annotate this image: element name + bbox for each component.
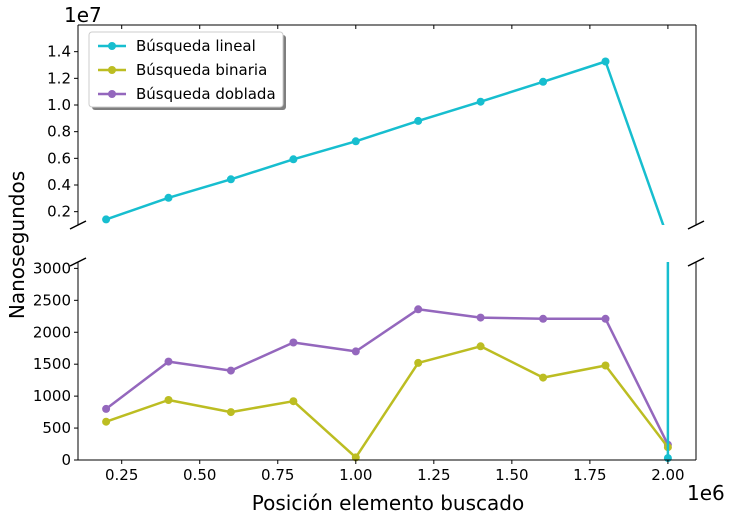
busqueda-doblada-point	[539, 234, 547, 242]
x-tick-label: 1.25	[417, 466, 450, 484]
busqueda-binaria-point	[165, 234, 173, 242]
axis-break-mark	[687, 220, 705, 230]
busqueda-binaria-point	[601, 361, 610, 370]
busqueda-doblada-point	[476, 313, 485, 322]
busqueda-binaria-point	[414, 358, 423, 367]
busqueda-doblada-point	[102, 234, 110, 242]
y-axis-label: Nanosegundos	[5, 171, 29, 319]
busqueda-binaria-point	[352, 234, 360, 242]
busqueda-binaria-point	[102, 234, 110, 242]
series-layer	[102, 57, 672, 463]
busqueda-doblada-point	[226, 366, 235, 375]
busqueda-binaria-point	[664, 234, 672, 242]
busqueda-doblada-point	[664, 234, 672, 242]
busqueda-lineal-point	[164, 193, 173, 202]
top-y-tick-label: 1.4	[47, 43, 71, 61]
axis-break-mark	[687, 257, 705, 267]
bottom-y-tick-label: 2500	[33, 291, 71, 309]
bottom-y-tick-label: 500	[42, 419, 71, 437]
busqueda-binaria-point	[414, 234, 422, 242]
x-tick-label: 2.00	[651, 466, 684, 484]
legend-marker-busqueda-lineal	[108, 42, 116, 50]
legend-marker-busqueda-binaria	[108, 66, 116, 74]
busqueda-lineal-point	[476, 97, 485, 106]
busqueda-doblada-point	[227, 234, 235, 242]
busqueda-doblada-point	[351, 347, 360, 356]
busqueda-doblada-point	[102, 404, 111, 413]
bottom-series-group	[102, 262, 672, 463]
x-tick-label: 0.50	[183, 466, 216, 484]
busqueda-doblada-point	[289, 234, 297, 242]
busqueda-doblada-point	[352, 234, 360, 242]
legend-label-busqueda-binaria: Búsqueda binaria	[136, 61, 267, 79]
busqueda-doblada-point	[414, 234, 422, 242]
bottom-y-tick-label: 2000	[33, 323, 71, 341]
axis-break-mark	[69, 220, 87, 230]
busqueda-binaria-point	[226, 408, 235, 417]
x-tick-label: 1.50	[495, 466, 528, 484]
busqueda-binaria-point	[289, 234, 297, 242]
axis-break-mark	[69, 257, 87, 267]
busqueda-doblada-point	[602, 234, 610, 242]
busqueda-doblada-point	[601, 314, 610, 323]
top-y-tick-label: 1.0	[47, 96, 71, 114]
busqueda-binaria-point	[102, 417, 111, 426]
legend: Búsqueda lineal Búsqueda binaria Búsqueda …	[88, 31, 286, 110]
busqueda-doblada-point	[165, 234, 173, 242]
x-tick-label: 1.75	[573, 466, 606, 484]
busqueda-doblada-point	[414, 305, 423, 314]
legend-marker-busqueda-doblada	[108, 90, 116, 98]
busqueda-lineal-point	[664, 234, 672, 242]
legend-label-busqueda-doblada: Búsqueda doblada	[136, 85, 276, 103]
busqueda-doblada-line-bottom	[105, 308, 670, 446]
busqueda-binaria-point	[289, 397, 298, 406]
bottom-y-tick-label: 0	[61, 451, 71, 469]
busqueda-binaria-line-bottom	[105, 345, 669, 459]
top-y-tick-label: 0.2	[47, 203, 71, 221]
busqueda-lineal-point	[289, 155, 298, 164]
busqueda-doblada-point	[477, 234, 485, 242]
x-tick-label: 0.75	[261, 466, 294, 484]
top-y-tick-label: 0.4	[47, 176, 71, 194]
x-tick-label: 0.25	[105, 466, 138, 484]
legend-label-busqueda-lineal: Búsqueda lineal	[136, 37, 256, 55]
legend-frame	[88, 31, 284, 108]
x-offset-label: 1e6	[687, 481, 725, 505]
bottom-y-tick-label: 1500	[33, 355, 71, 373]
busqueda-binaria-point	[227, 234, 235, 242]
busqueda-binaria-point	[477, 234, 485, 242]
busqueda-binaria-point	[602, 234, 610, 242]
busqueda-binaria-point	[539, 234, 547, 242]
top-y-tick-label: 0.8	[47, 123, 71, 141]
busqueda-lineal-point	[539, 77, 548, 86]
busqueda-doblada-point	[289, 338, 298, 347]
busqueda-lineal-point	[102, 215, 111, 224]
busqueda-lineal-line-top	[105, 60, 665, 225]
busqueda-lineal-point	[351, 137, 360, 146]
busqueda-binaria-point	[539, 373, 548, 382]
top-series-group	[102, 57, 672, 242]
busqueda-lineal-point	[226, 175, 235, 184]
busqueda-binaria-point	[351, 453, 360, 462]
axes-layer: 0.25 0.50 0.75 1.00 1.25 1.50 1.75 2.000.20.40.…	[33, 24, 705, 484]
busqueda-lineal-point	[601, 57, 610, 66]
x-tick-label: 1.00	[339, 466, 372, 484]
busqueda-doblada-point	[539, 314, 548, 323]
top-offset-label: 1e7	[64, 3, 102, 27]
busqueda-binaria-point	[164, 396, 173, 404]
top-y-tick-label: 1.2	[47, 69, 71, 87]
bottom-y-tick-label: 3000	[33, 259, 71, 277]
bottom-y-tick-label: 1000	[33, 387, 71, 405]
top-y-tick-label: 0.6	[47, 149, 71, 167]
busqueda-binaria-point	[476, 342, 485, 351]
busqueda-lineal-point	[414, 116, 423, 125]
busqueda-doblada-point	[164, 357, 173, 366]
x-axis-label: Posición elemento buscado	[252, 491, 524, 515]
